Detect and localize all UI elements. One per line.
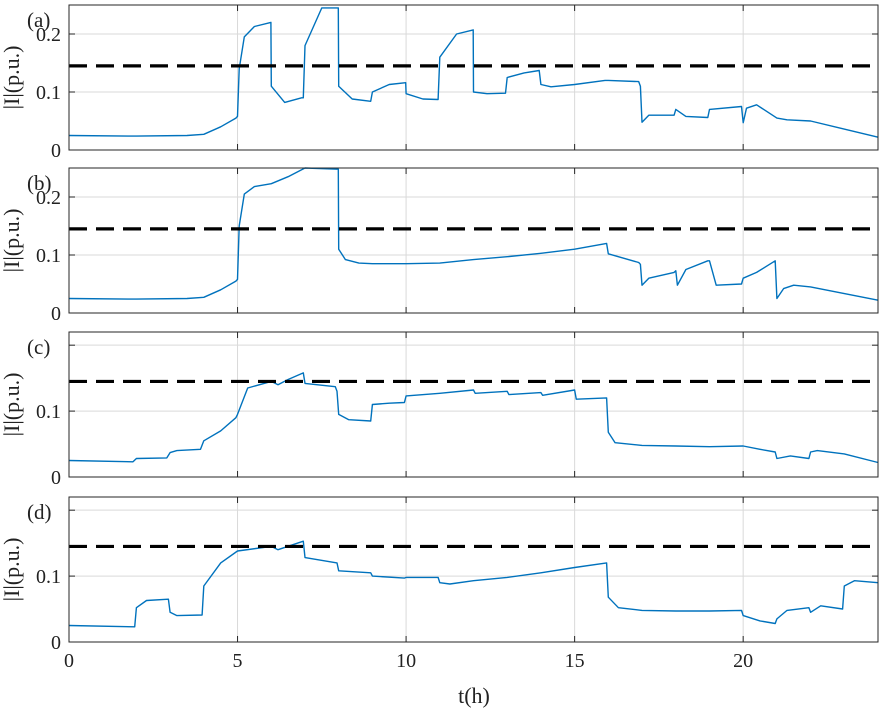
current-series-line [68,372,879,464]
current-series-line [68,540,879,628]
panel-a: 0 0.1 0.2(a)|I|(p.u.) [0,4,879,162]
y-tick-label: 0 [51,467,61,489]
y-tick-label: 0.1 [36,401,61,423]
panel-label: (d) [27,500,52,524]
axes-frame [68,167,879,314]
y-tick-label: 0.1 [36,566,61,588]
y-tick-label: 0.1 [36,245,61,267]
axes-frame [68,4,879,151]
y-tick-label: 0 [51,632,61,654]
y-tick-label: 0.2 [36,187,61,209]
panel-c: 0 0.1 (c)|I|(p.u.) [0,331,879,489]
panel-label: (c) [27,335,50,359]
panel-b: 0 0.1 0.2(b)|I|(p.u.) [0,167,879,325]
panel-label: (b) [27,171,52,195]
x-tick-label: 10 [396,650,416,672]
x-axis-title: t(h) [458,683,490,708]
x-tick-label: 20 [733,650,753,672]
x-tick-label: 0 [64,650,74,672]
y-axis-title: |I|(p.u.) [0,209,24,273]
y-tick-label: 0.1 [36,82,61,104]
x-tick-label: 5 [233,650,243,672]
panel-d: 0 0.1 0 5 10 15 20 (d)|I|(p.u.) [0,496,879,672]
current-series-line [68,167,879,301]
axes-frame [68,331,879,478]
x-tick-label: 15 [565,650,585,672]
panel-label: (a) [27,8,50,32]
y-tick-label: 0 [51,140,61,162]
y-tick-label: 0.2 [36,24,61,46]
y-axis-title: |I|(p.u.) [0,373,24,437]
current-series-line [68,7,879,138]
y-tick-label: 0 [51,303,61,325]
y-axis-title: |I|(p.u.) [0,538,24,602]
panels: 00.10.2(a)|I|(p.u.)00.10.2(b)|I|(p.u.)00… [0,4,879,672]
y-axis-title: |I|(p.u.) [0,46,24,110]
axes-frame [68,496,879,643]
